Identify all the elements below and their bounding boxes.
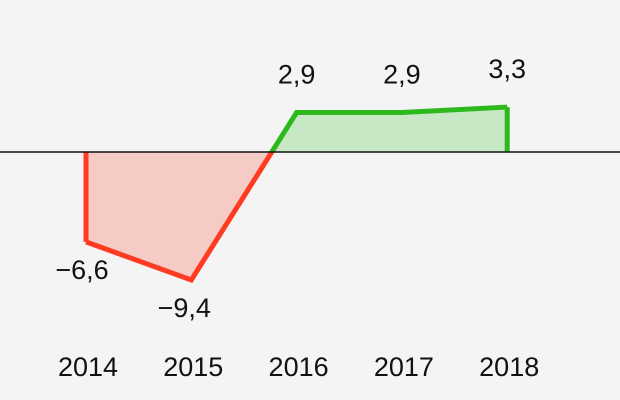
value-label: 2,9 bbox=[278, 60, 316, 90]
x-tick-label: 2014 bbox=[58, 352, 118, 382]
x-tick-label: 2016 bbox=[269, 352, 329, 382]
area bbox=[86, 107, 508, 280]
x-tick-label: 2017 bbox=[374, 352, 434, 382]
value-label: −6,6 bbox=[55, 255, 108, 285]
x-tick-label: 2018 bbox=[479, 352, 539, 382]
line bbox=[85, 104, 508, 284]
value-label: 2,9 bbox=[383, 60, 421, 90]
value-label: 3,3 bbox=[488, 54, 526, 84]
x-tick-label: 2015 bbox=[163, 352, 223, 382]
value-label: −9,4 bbox=[158, 293, 211, 323]
